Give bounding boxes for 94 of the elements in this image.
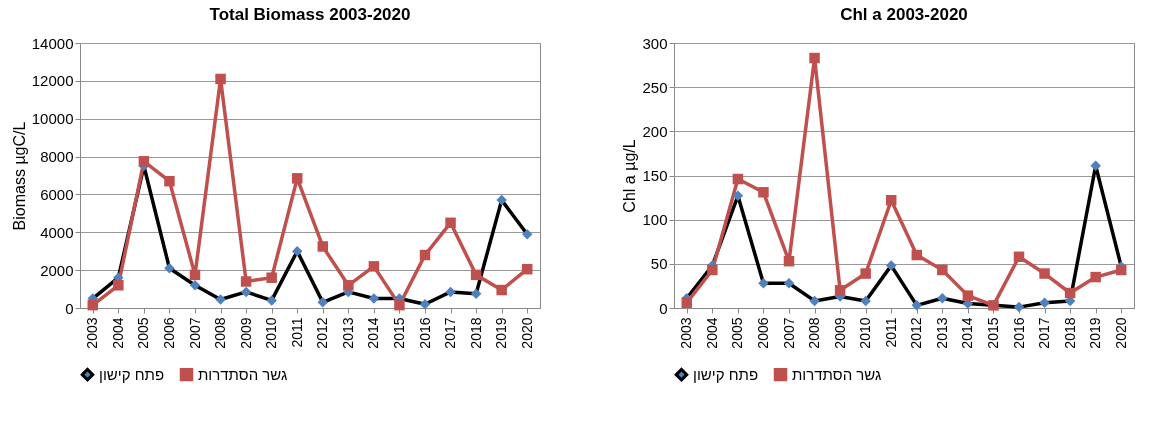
x-tick-label: 2013 bbox=[933, 317, 950, 349]
point bbox=[1039, 268, 1050, 279]
chart-title: Chl a 2003-2020 bbox=[840, 5, 968, 24]
x-tick-label: 2009 bbox=[237, 317, 254, 349]
x-tick-label: 2018 bbox=[1061, 317, 1078, 349]
y-tick-label: 6000 bbox=[40, 185, 74, 203]
y-tick-label: 100 bbox=[642, 211, 668, 229]
point bbox=[962, 290, 974, 301]
x-tick-label: 2019 bbox=[493, 317, 510, 349]
x-tick-label: 2005 bbox=[135, 317, 152, 349]
point bbox=[783, 255, 795, 267]
x-tick-label: 2011 bbox=[288, 317, 305, 348]
point bbox=[164, 175, 175, 187]
x-tick-label: 2006 bbox=[754, 317, 771, 349]
x-tick-label: 2013 bbox=[339, 317, 356, 349]
point bbox=[317, 241, 329, 252]
x-tick-label: 2003 bbox=[678, 317, 695, 349]
point bbox=[266, 272, 277, 283]
point bbox=[834, 285, 846, 296]
point bbox=[885, 194, 897, 206]
x-tick-label: 2018 bbox=[467, 317, 484, 349]
point bbox=[732, 173, 744, 185]
legend-label: גשר הסתדרות bbox=[792, 365, 882, 383]
point bbox=[445, 217, 456, 229]
legend-label: גשר הסתדרות bbox=[198, 365, 288, 383]
y-tick-label: 0 bbox=[659, 299, 668, 317]
x-tick-label: 2006 bbox=[160, 317, 177, 349]
x-tick-label: 2009 bbox=[831, 317, 848, 349]
point bbox=[809, 52, 820, 64]
point bbox=[1013, 251, 1025, 263]
point bbox=[911, 249, 923, 261]
x-tick-label: 2007 bbox=[186, 317, 203, 349]
point bbox=[681, 297, 693, 308]
x-tick-label: 2012 bbox=[908, 317, 925, 349]
y-axis-title: Chl a µg/L bbox=[621, 139, 639, 213]
point bbox=[419, 249, 431, 261]
point bbox=[138, 156, 150, 167]
x-tick-label: 2010 bbox=[857, 317, 874, 349]
x-tick-label: 2010 bbox=[263, 317, 280, 349]
point bbox=[707, 264, 718, 276]
y-tick-label: 50 bbox=[650, 255, 668, 273]
point bbox=[240, 276, 252, 287]
point bbox=[1064, 287, 1076, 299]
x-tick-label: 2017 bbox=[442, 317, 459, 349]
x-tick-label: 2019 bbox=[1087, 317, 1104, 349]
point bbox=[291, 173, 303, 184]
point bbox=[343, 280, 354, 291]
x-tick-label: 2020 bbox=[518, 317, 535, 349]
x-tick-label: 2008 bbox=[212, 317, 229, 349]
x-tick-label: 2012 bbox=[314, 317, 331, 349]
point bbox=[860, 268, 871, 279]
point bbox=[368, 261, 380, 272]
y-tick-label: 12000 bbox=[31, 72, 74, 90]
y-tick-label: 250 bbox=[642, 78, 668, 96]
chart-title: Total Biomass 2003-2020 bbox=[209, 5, 411, 24]
point bbox=[1115, 264, 1127, 276]
point bbox=[394, 299, 405, 311]
point bbox=[113, 280, 124, 291]
point bbox=[521, 263, 533, 275]
x-tick-label: 2003 bbox=[84, 317, 101, 349]
y-tick-label: 10000 bbox=[31, 110, 74, 128]
point bbox=[189, 269, 201, 281]
point bbox=[470, 269, 482, 281]
point bbox=[87, 299, 99, 311]
y-tick-label: 0 bbox=[65, 299, 74, 317]
point bbox=[215, 73, 226, 85]
point bbox=[758, 187, 769, 198]
x-tick-label: 2007 bbox=[780, 317, 797, 349]
x-tick-label: 2008 bbox=[806, 317, 823, 349]
y-tick-label: 14000 bbox=[31, 34, 74, 52]
point bbox=[496, 284, 507, 296]
x-tick-label: 2015 bbox=[984, 317, 1001, 349]
y-tick-label: 4000 bbox=[40, 223, 74, 241]
x-tick-label: 2004 bbox=[703, 317, 720, 349]
x-tick-label: 2020 bbox=[1112, 317, 1129, 349]
x-tick-label: 2005 bbox=[729, 317, 746, 349]
x-tick-label: 2016 bbox=[1010, 317, 1027, 349]
y-tick-label: 150 bbox=[642, 167, 668, 184]
point bbox=[1090, 271, 1101, 283]
y-tick-label: 2000 bbox=[40, 261, 74, 279]
y-tick-label: 8000 bbox=[40, 148, 74, 166]
point bbox=[937, 264, 948, 276]
x-tick-label: 2014 bbox=[959, 317, 976, 349]
y-tick-label: 300 bbox=[642, 34, 668, 52]
y-axis-title: Biomass µgC/L bbox=[10, 121, 28, 231]
y-tick-label: 200 bbox=[642, 122, 668, 140]
x-tick-label: 2016 bbox=[416, 317, 433, 349]
legend-label: פתח קישון bbox=[693, 365, 759, 383]
x-tick-label: 2011 bbox=[882, 317, 899, 348]
x-tick-label: 2017 bbox=[1036, 317, 1053, 349]
x-tick-label: 2014 bbox=[365, 317, 382, 349]
x-tick-label: 2004 bbox=[109, 317, 126, 349]
legend-label: פתח קישון bbox=[99, 365, 165, 383]
x-tick-label: 2015 bbox=[390, 317, 407, 349]
